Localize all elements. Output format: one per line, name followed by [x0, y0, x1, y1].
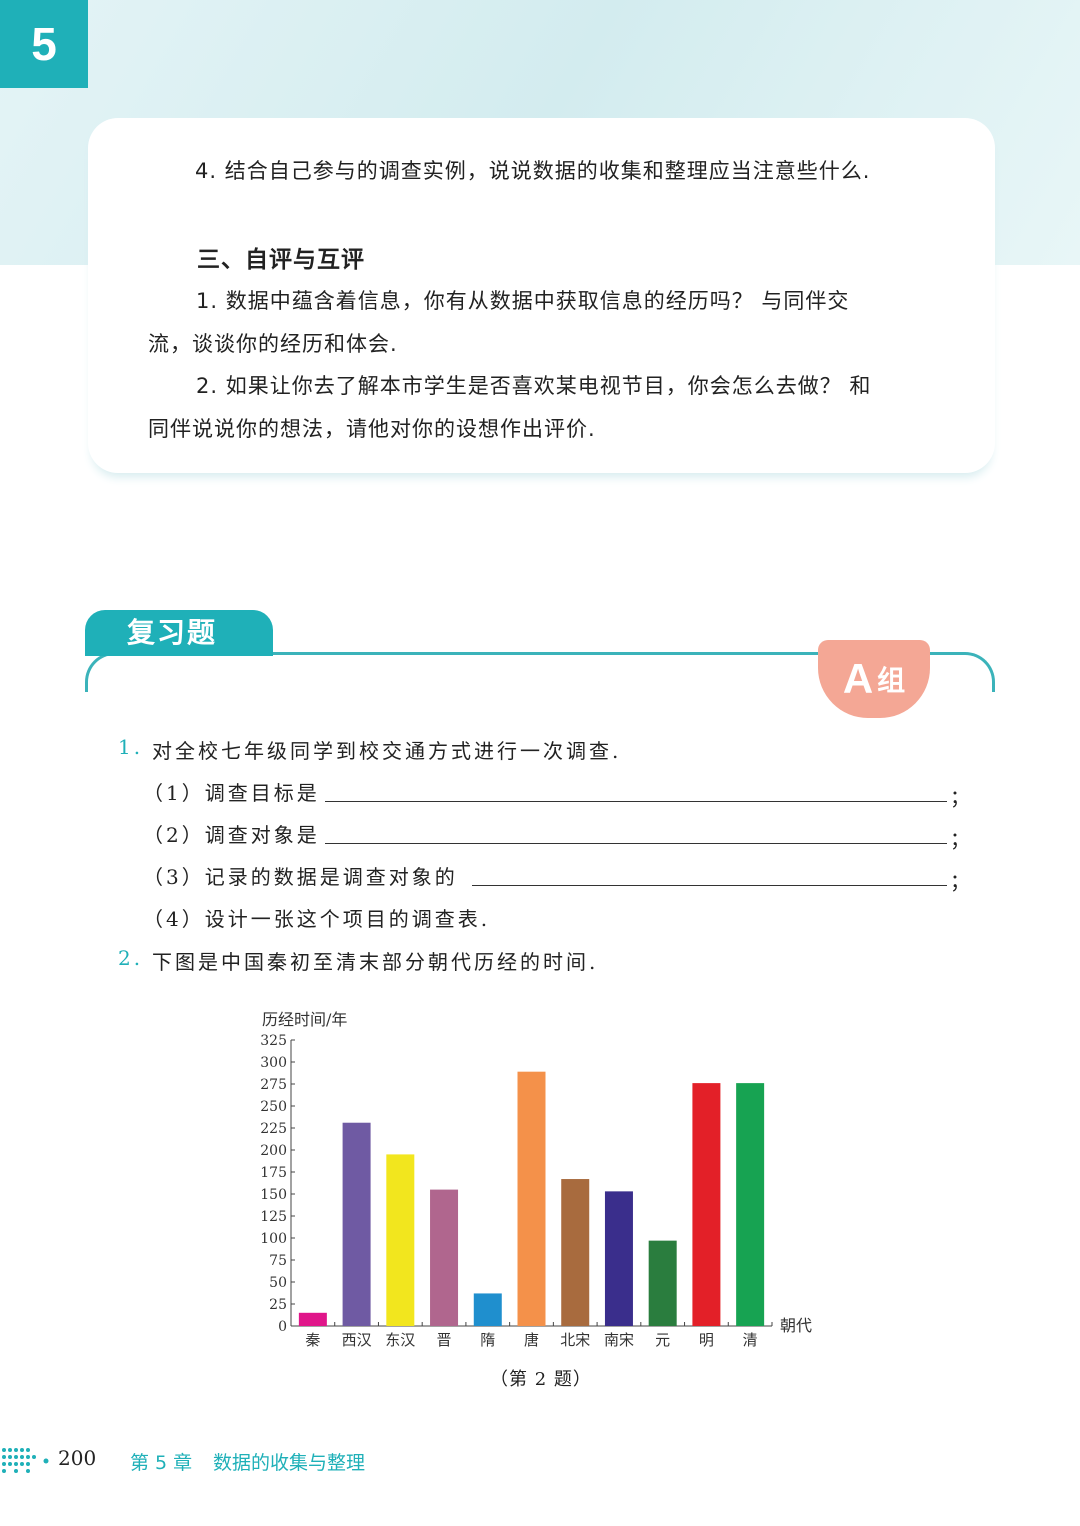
y-axis-label: 历经时间/年	[262, 1010, 347, 1029]
s3-item2-line1: 2. 如果让你去了解本市学生是否喜欢某电视节目，你会怎么去做？ 和	[196, 374, 872, 398]
y-tick-label: 25	[269, 1297, 287, 1313]
q2-text: 下图是中国秦初至清末部分朝代历经的时间.	[152, 950, 599, 974]
y-tick-label: 150	[260, 1187, 287, 1203]
y-tick-label: 50	[269, 1275, 287, 1291]
s3-item2-line2: 同伴说说你的想法，请他对你的设想作出评价.	[148, 417, 596, 441]
x-tick-label: 隋	[480, 1331, 495, 1349]
x-tick-label: 西汉	[342, 1331, 372, 1349]
bar-北宋	[561, 1179, 590, 1326]
q1-part2: （2）调查对象是	[143, 823, 320, 847]
bar-唐	[517, 1071, 546, 1326]
bar-东汉	[386, 1154, 415, 1326]
bar-晋	[430, 1189, 459, 1326]
y-tick-label: 250	[260, 1099, 287, 1115]
review-title: 复习题	[85, 610, 273, 656]
x-tick-label: 东汉	[385, 1331, 415, 1349]
q1-number: 1.	[118, 735, 144, 759]
q1-part1: （1）调查目标是	[143, 781, 320, 805]
chapter-number-badge: 5	[0, 0, 88, 88]
x-tick-label: 明	[699, 1331, 714, 1349]
group-label: 组	[877, 664, 906, 697]
bar-西汉	[342, 1122, 371, 1326]
bar-chart: 历经时间/年 朝代 0 25 50 75 100 125 150 175 200 225 250 27…	[260, 1010, 812, 1349]
bar-元	[648, 1240, 677, 1326]
q1-text: 对全校七年级同学到校交通方式进行一次调查.	[152, 739, 622, 763]
group-letter: A	[842, 655, 874, 702]
y-tick-label: 300	[260, 1055, 287, 1071]
y-tick-label: 325	[260, 1033, 287, 1049]
page-number: 200	[58, 1446, 97, 1470]
q2-number: 2.	[118, 946, 144, 970]
y-tick-label: 225	[260, 1121, 287, 1137]
q1-part2-blank[interactable]	[325, 843, 947, 844]
s3-item1-line2: 流，谈谈你的经历和体会.	[148, 332, 398, 356]
q1-part1-blank[interactable]	[325, 801, 947, 802]
bar-清	[736, 1083, 765, 1326]
y-tick-label: 175	[260, 1165, 287, 1181]
y-tick-label: 0	[278, 1319, 287, 1335]
x-tick-label: 元	[655, 1331, 670, 1349]
y-tick-label: 125	[260, 1209, 287, 1225]
page-footer: 200 第 5 章 数据的收集与整理	[0, 1440, 500, 1480]
x-tick-label: 晋	[437, 1331, 452, 1349]
y-tick-label: 75	[269, 1253, 287, 1269]
x-tick-label: 唐	[524, 1331, 539, 1349]
y-tick-label: 275	[260, 1077, 287, 1093]
q1-part3-blank[interactable]	[472, 885, 947, 886]
x-tick-label: 秦	[305, 1331, 320, 1349]
footer-chapter-title: 数据的收集与整理	[213, 1452, 366, 1474]
group-a-badge: A 组	[818, 640, 930, 718]
bar-南宋	[604, 1191, 633, 1326]
y-tick-label: 100	[260, 1231, 287, 1247]
x-tick-label: 南宋	[604, 1331, 634, 1349]
figure-caption: （第 2 题）	[490, 1369, 592, 1390]
x-axis-label: 朝代	[780, 1316, 812, 1335]
item-4-text: 4. 结合自己参与的调查实例，说说数据的收集和整理应当注意些什么.	[195, 159, 871, 183]
x-tick-label: 清	[743, 1331, 758, 1349]
semicolon: ；	[950, 785, 970, 809]
dots-icon	[2, 1448, 49, 1473]
s3-item1-line1: 1. 数据中蕴含着信息，你有从数据中获取信息的经历吗？ 与同伴交	[196, 289, 850, 313]
bar-秦	[298, 1312, 327, 1326]
section-heading: 三、自评与互评	[197, 247, 365, 273]
bar-隋	[473, 1293, 502, 1326]
content-card	[88, 118, 995, 473]
review-divider	[85, 652, 995, 692]
y-tick-label: 200	[260, 1143, 287, 1159]
footer-chapter: 第 5 章	[130, 1452, 193, 1474]
q1-part4: （4）设计一张这个项目的调查表.	[143, 907, 491, 931]
bar-明	[692, 1083, 721, 1326]
q1-part3: （3）记录的数据是调查对象的	[143, 865, 458, 889]
x-tick-label: 北宋	[560, 1331, 590, 1349]
semicolon: ；	[950, 827, 970, 851]
semicolon: ；	[950, 869, 970, 893]
